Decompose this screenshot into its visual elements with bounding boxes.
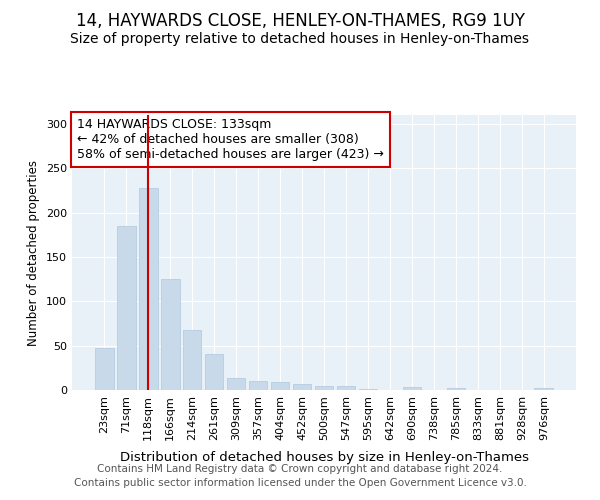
Bar xyxy=(314,386,334,390)
Bar xyxy=(249,381,268,390)
Bar xyxy=(139,188,158,390)
Bar xyxy=(403,388,421,390)
Text: Contains HM Land Registry data © Crown copyright and database right 2024.
Contai: Contains HM Land Registry data © Crown c… xyxy=(74,464,526,487)
Bar xyxy=(293,384,311,390)
Bar xyxy=(446,388,465,390)
Bar xyxy=(535,388,553,390)
Bar xyxy=(161,279,179,390)
Text: 14, HAYWARDS CLOSE, HENLEY-ON-THAMES, RG9 1UY: 14, HAYWARDS CLOSE, HENLEY-ON-THAMES, RG… xyxy=(76,12,524,30)
Text: Size of property relative to detached houses in Henley-on-Thames: Size of property relative to detached ho… xyxy=(71,32,530,46)
Bar xyxy=(359,389,377,390)
Bar xyxy=(227,378,245,390)
Bar xyxy=(117,226,136,390)
Bar xyxy=(337,386,355,390)
Bar xyxy=(271,382,289,390)
Bar xyxy=(183,330,202,390)
Text: 14 HAYWARDS CLOSE: 133sqm
← 42% of detached houses are smaller (308)
58% of semi: 14 HAYWARDS CLOSE: 133sqm ← 42% of detac… xyxy=(77,118,384,161)
X-axis label: Distribution of detached houses by size in Henley-on-Thames: Distribution of detached houses by size … xyxy=(119,451,529,464)
Bar xyxy=(205,354,223,390)
Bar xyxy=(95,348,113,390)
Y-axis label: Number of detached properties: Number of detached properties xyxy=(28,160,40,346)
